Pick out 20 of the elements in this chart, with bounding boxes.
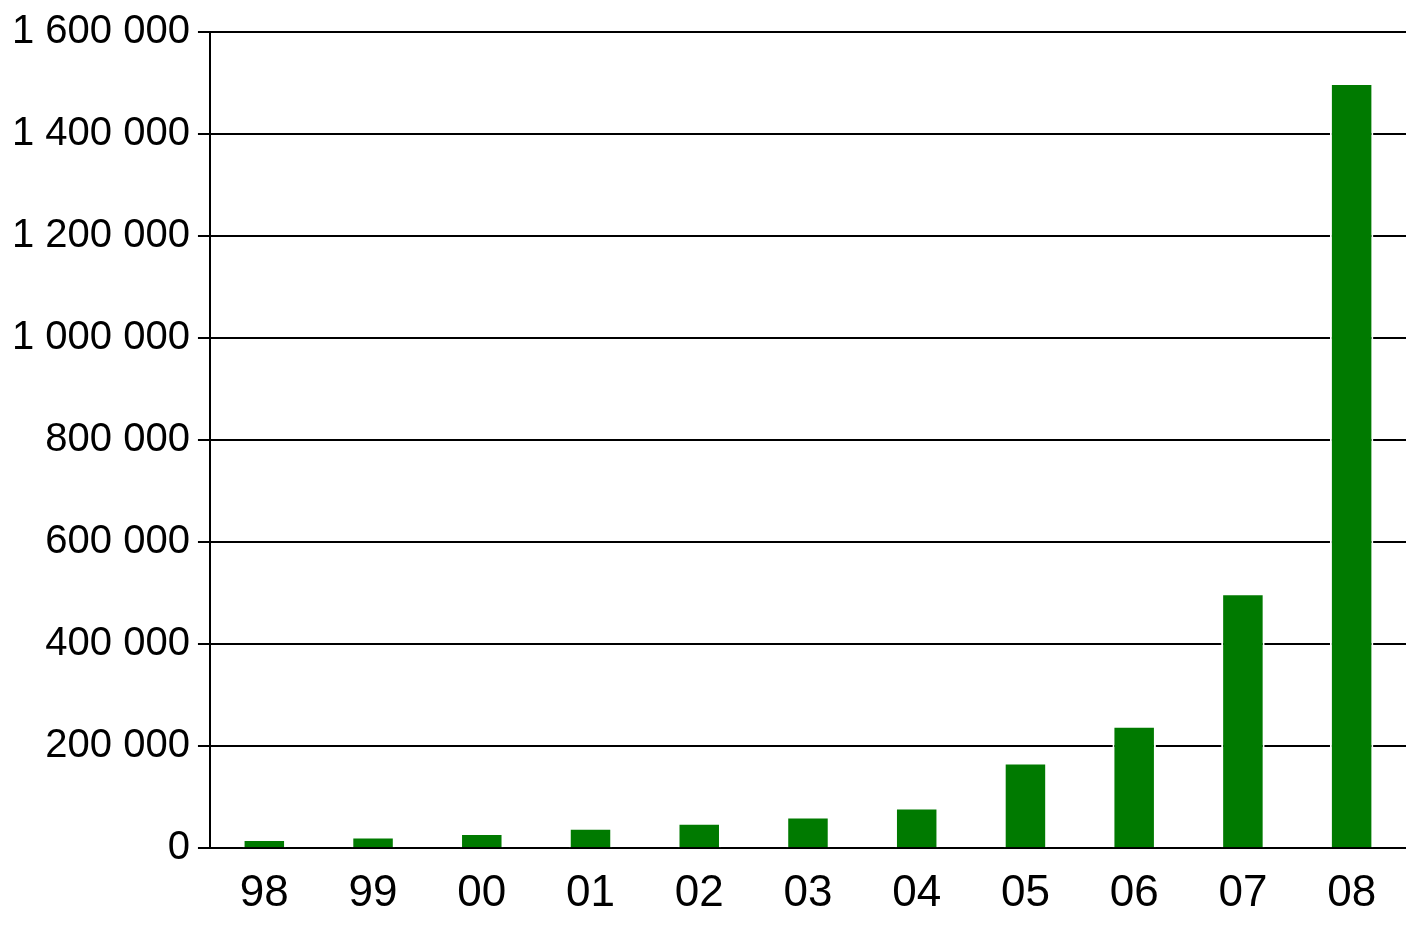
x-tick-label: 06 — [1109, 865, 1159, 915]
x-tick-label: 99 — [348, 865, 398, 915]
y-tick-label: 1 000 000 — [12, 313, 190, 358]
y-tick-label: 400 000 — [45, 619, 190, 664]
x-tick-label: 04 — [892, 865, 942, 915]
x-tick-label: 07 — [1218, 865, 1268, 915]
x-tick-label: 00 — [457, 865, 507, 915]
y-tick-label: 0 — [167, 823, 190, 868]
y-tick-label: 800 000 — [45, 415, 190, 460]
x-tick-label: 01 — [566, 865, 615, 915]
x-tick-label: 98 — [239, 865, 289, 915]
x-tick-label: 08 — [1327, 865, 1377, 915]
y-tick-label: 1 200 000 — [12, 211, 190, 256]
x-tick-label: 02 — [674, 865, 724, 915]
y-tick-label: 1 400 000 — [12, 109, 190, 154]
y-tick-label: 200 000 — [45, 721, 190, 766]
x-tick-label: 03 — [783, 865, 833, 915]
y-tick-label: 600 000 — [45, 517, 190, 562]
x-tick-label: 05 — [1000, 865, 1050, 915]
y-tick-label: 1 600 000 — [12, 7, 190, 52]
